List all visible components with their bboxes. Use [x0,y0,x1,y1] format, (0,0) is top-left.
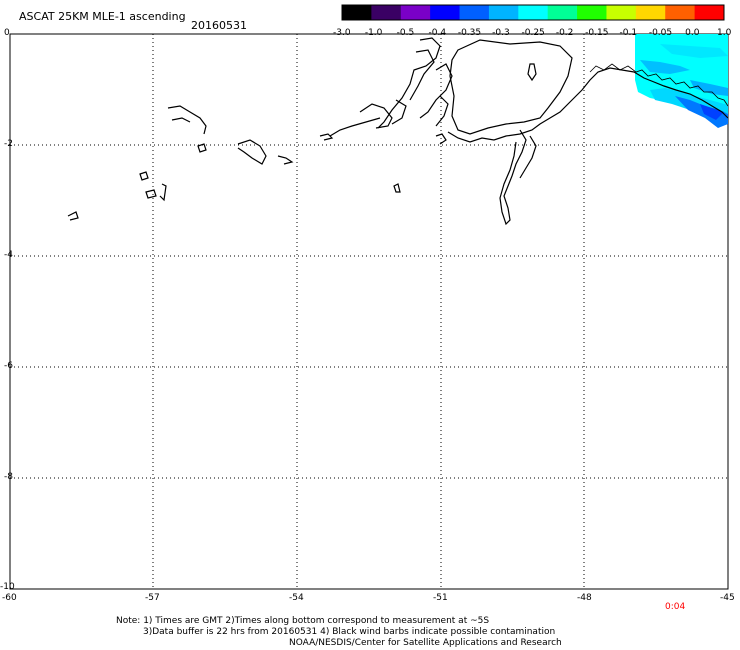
note-line-2: 3)Data buffer is 22 hrs from 20160531 4)… [143,627,556,637]
colorbar-label: -0.05 [648,28,673,38]
colorbar-label: 1.0 [717,28,732,38]
colorbar-label: -1.0 [364,28,383,38]
colorbar-swatch [488,5,519,20]
colorbar-label: -0.3 [492,28,510,38]
lon-label: -48 [577,593,592,603]
colorbar-swatch [342,5,372,20]
lon-label: -57 [145,593,160,603]
note-line-3: NOAA/NESDIS/Center for Satellite Applica… [289,638,562,648]
lon-label: -51 [433,593,448,603]
colorbar-label: -0.1 [619,28,638,38]
lat-label: 0 [4,28,10,38]
colorbar-swatch [665,5,696,20]
data-swath [635,34,728,128]
colorbar-label: -0.4 [428,28,447,38]
colorbar-label: -0.35 [457,28,482,38]
lat-label: -6 [4,361,13,371]
lon-label: -60 [2,593,17,603]
lat-label: -2 [4,139,13,149]
lat-label: -8 [4,472,13,482]
lat-label: -4 [4,250,13,260]
plot-frame [9,33,729,590]
coastline [67,37,729,226]
colorbar-label: -0.25 [521,28,545,38]
colorbar-swatch [430,5,461,20]
colorbar-swatch [371,5,402,20]
lat-label: -10 [0,582,15,592]
colorbar-label: -0.15 [585,28,609,38]
colorbar-swatch [400,5,431,20]
colorbar-label: -3.0 [333,28,351,38]
colorbar-swatch [635,5,666,20]
colorbar-swatch [606,5,637,20]
chart-title: ASCAT 25KM MLE-1 ascending [19,10,186,23]
colorbar-label: -0.2 [555,28,574,38]
colorbar-swatch [547,5,578,20]
colorbar [341,4,725,21]
lon-label: -45 [720,593,735,603]
colorbar-border [341,4,725,21]
coastal-fringe [589,63,729,107]
colorbar-label: 0.0 [685,28,700,38]
chart-date: 20160531 [191,19,247,32]
lon-label: -54 [289,593,304,603]
colorbar-swatch [518,5,549,20]
colorbar-swatch [577,5,607,20]
colorbar-swatch [459,5,490,20]
note-line-1: Note: 1) Times are GMT 2)Times along bot… [116,616,490,626]
colorbar-swatch [694,5,725,20]
colorbar-label: -0.5 [396,28,415,38]
grid-lines [10,34,728,589]
time-label: 0:04 [665,602,686,612]
